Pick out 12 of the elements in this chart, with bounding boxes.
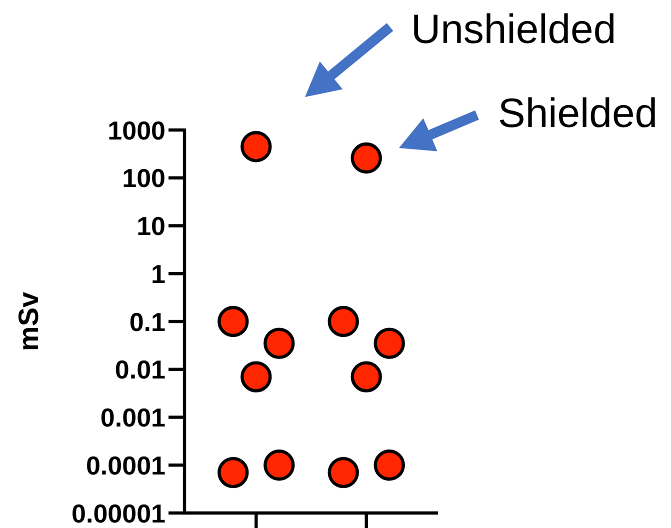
- text: Shielded: [498, 90, 658, 136]
- y-tick-label: 0.001: [100, 402, 166, 433]
- y-tick-label: 0.00001: [72, 498, 166, 528]
- text: Unshielded: [411, 6, 616, 52]
- y-tick-label: 0.0001: [86, 450, 166, 480]
- y-tick-label: 100: [122, 163, 166, 194]
- y-tick-label: 0.01: [114, 354, 166, 385]
- y-tick-label: 1000: [108, 115, 166, 146]
- y-tick-label: 0.1: [129, 306, 166, 337]
- y-tick-label: 10: [136, 211, 166, 242]
- y-tick-label: 1: [151, 258, 166, 289]
- y-axis-title: mSv: [13, 292, 44, 352]
